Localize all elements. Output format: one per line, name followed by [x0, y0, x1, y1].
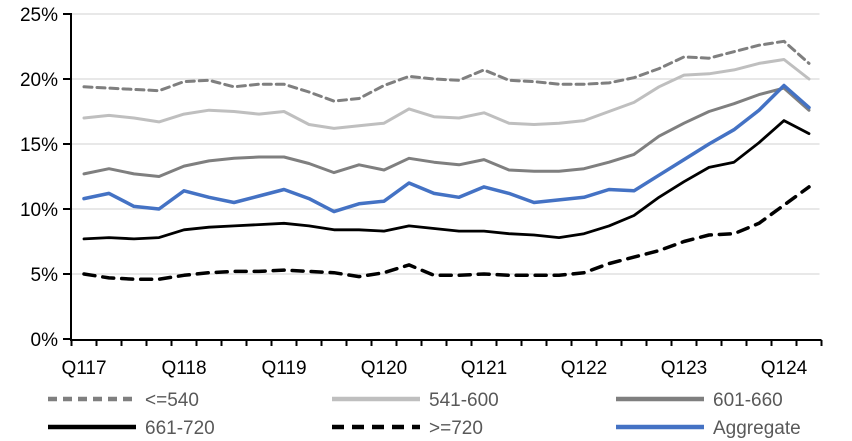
legend-label: Aggregate [713, 418, 801, 439]
series-line-541-600 [82, 58, 811, 130]
legend-label: 601-660 [713, 390, 783, 411]
x-axis-label: Q119 [261, 358, 306, 379]
series-line-720 [82, 185, 811, 281]
x-axis-label: Q117 [61, 358, 106, 379]
x-axis-label: Q122 [561, 358, 607, 379]
y-axis-label: 20% [20, 70, 58, 91]
x-axis-label: Q120 [361, 358, 407, 379]
x-axis-label: Q124 [761, 358, 808, 379]
y-axis-label: 15% [20, 135, 58, 156]
legend-label: <=540 [145, 390, 199, 411]
y-axis-label: 5% [31, 265, 59, 286]
y-axis-label: 0% [31, 330, 59, 351]
x-axis-label: Q118 [161, 358, 206, 379]
series-line-540 [82, 39, 811, 103]
series-line-661-720 [82, 119, 811, 241]
series-line-Aggregate [82, 83, 811, 214]
legend-label: >=720 [429, 418, 483, 439]
series-line-601-660 [82, 86, 811, 178]
x-axis-label: Q123 [661, 358, 707, 379]
y-axis-label: 25% [20, 5, 58, 26]
legend-label: 541-600 [429, 390, 499, 411]
legend-label: 661-720 [145, 418, 215, 439]
x-axis-label: Q121 [461, 358, 507, 379]
y-axis-label: 10% [20, 200, 58, 221]
